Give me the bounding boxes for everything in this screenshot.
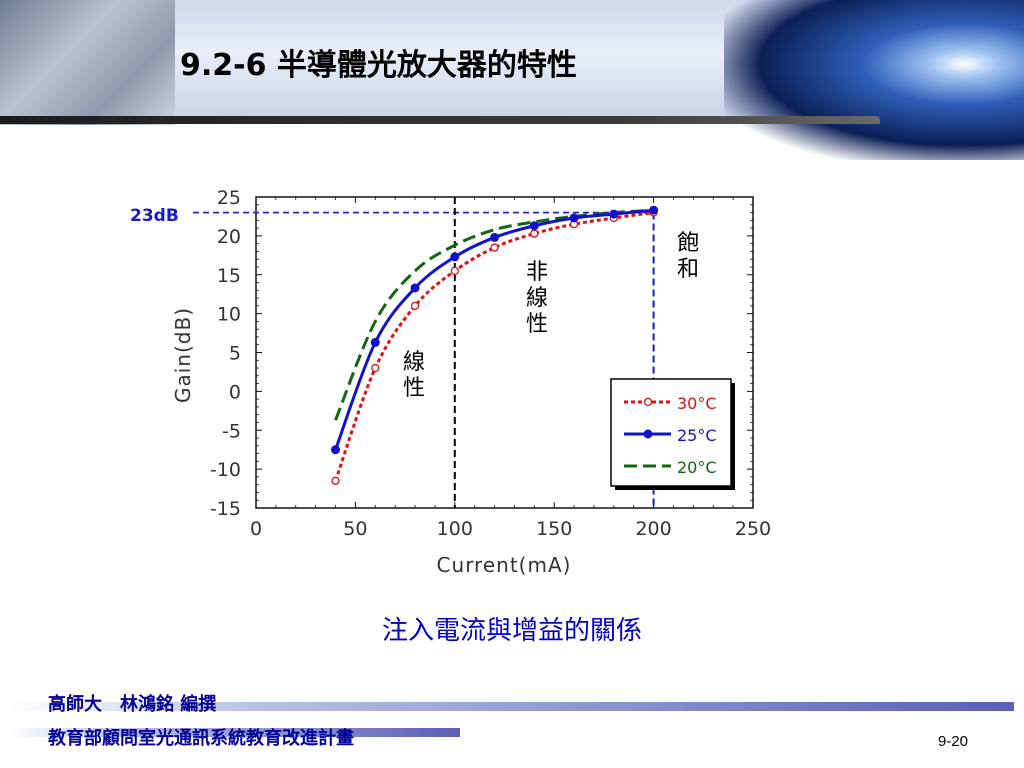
footer-author: 高師大 林鴻銘 編撰: [48, 694, 217, 715]
y-tick-label: -10: [210, 459, 241, 481]
y-tick-label: 25: [217, 187, 241, 209]
y-tick-label: -15: [210, 498, 241, 520]
legend-marker: [643, 429, 653, 439]
x-tick-label: 100: [437, 518, 473, 540]
series-point-25c: [370, 337, 380, 347]
x-tick-labels: 0 50 100 150 200 250: [250, 518, 771, 540]
series-point-30c: [490, 243, 499, 252]
legend-label-30c: 30°C: [677, 394, 717, 413]
tick-marks: [255, 196, 754, 509]
x-tick-label: 250: [735, 518, 771, 540]
page-number: 9-20: [937, 733, 968, 750]
x-tick-label: 200: [635, 518, 671, 540]
legend-label-20c: 20°C: [677, 458, 717, 477]
annotation-linear: 線: [403, 350, 425, 375]
fiber-optic-decoration: [724, 0, 1024, 160]
series-line-20c: [334, 208, 654, 421]
series-point-25c: [410, 283, 420, 293]
series-line-30c: [334, 211, 654, 482]
series-point-25c: [609, 209, 619, 219]
series-point-25c: [649, 205, 659, 215]
y-tick-label: 15: [217, 265, 241, 287]
y-tick-labels: 25 20 15 10 5 0 -5 -10 -15: [210, 187, 241, 520]
y-tick-label: 20: [217, 226, 241, 248]
slide-title: 9.2-6 半導體光放大器的特性: [180, 48, 577, 83]
header-divider: [0, 116, 880, 124]
annotation-saturation: 和: [677, 257, 699, 282]
x-axis-label: Current(mA): [437, 553, 572, 577]
series-point-25c: [569, 213, 579, 223]
series-point-30c: [371, 363, 380, 373]
series-point-25c: [529, 221, 539, 231]
annotation-nonlinear: 線: [526, 286, 548, 311]
header-decoration-left: [0, 0, 175, 125]
x-tick-label: 50: [343, 518, 367, 540]
series-point-30c: [450, 266, 459, 276]
series-point-30c: [410, 301, 420, 311]
y-axis-label: Gain(dB): [171, 307, 195, 403]
series-lines: [331, 205, 659, 485]
legend: 30°C 25°C 20°C: [610, 378, 735, 490]
annotation-saturation: 飽: [677, 231, 699, 256]
legend-label-25c: 25°C: [677, 426, 717, 445]
annotation-linear: 性: [403, 376, 425, 401]
series-point-25c: [450, 252, 460, 262]
x-tick-label: 150: [536, 518, 572, 540]
legend-marker: [643, 397, 653, 407]
series-point-25c: [331, 445, 341, 455]
annotation-nonlinear: 非: [526, 260, 548, 285]
series-point-25c: [490, 232, 500, 242]
y-tick-label: 0: [229, 381, 241, 403]
series-point-30c: [530, 229, 539, 238]
x-tick-label: 0: [250, 518, 262, 540]
footer-project: 教育部顧問室光通訊系統教育改進計畫: [48, 728, 354, 749]
y-tick-label: 5: [229, 343, 241, 365]
figure-caption: 注入電流與增益的關係: [381, 616, 642, 646]
y-tick-label: -5: [222, 420, 241, 442]
footer-rule-top: [10, 702, 1014, 711]
reference-23db-label: 23dB: [130, 206, 179, 226]
footer-rule-bottom: [10, 728, 460, 737]
series-point-30c: [331, 476, 340, 485]
annotation-nonlinear: 性: [526, 312, 548, 337]
y-tick-label: 10: [217, 304, 241, 326]
